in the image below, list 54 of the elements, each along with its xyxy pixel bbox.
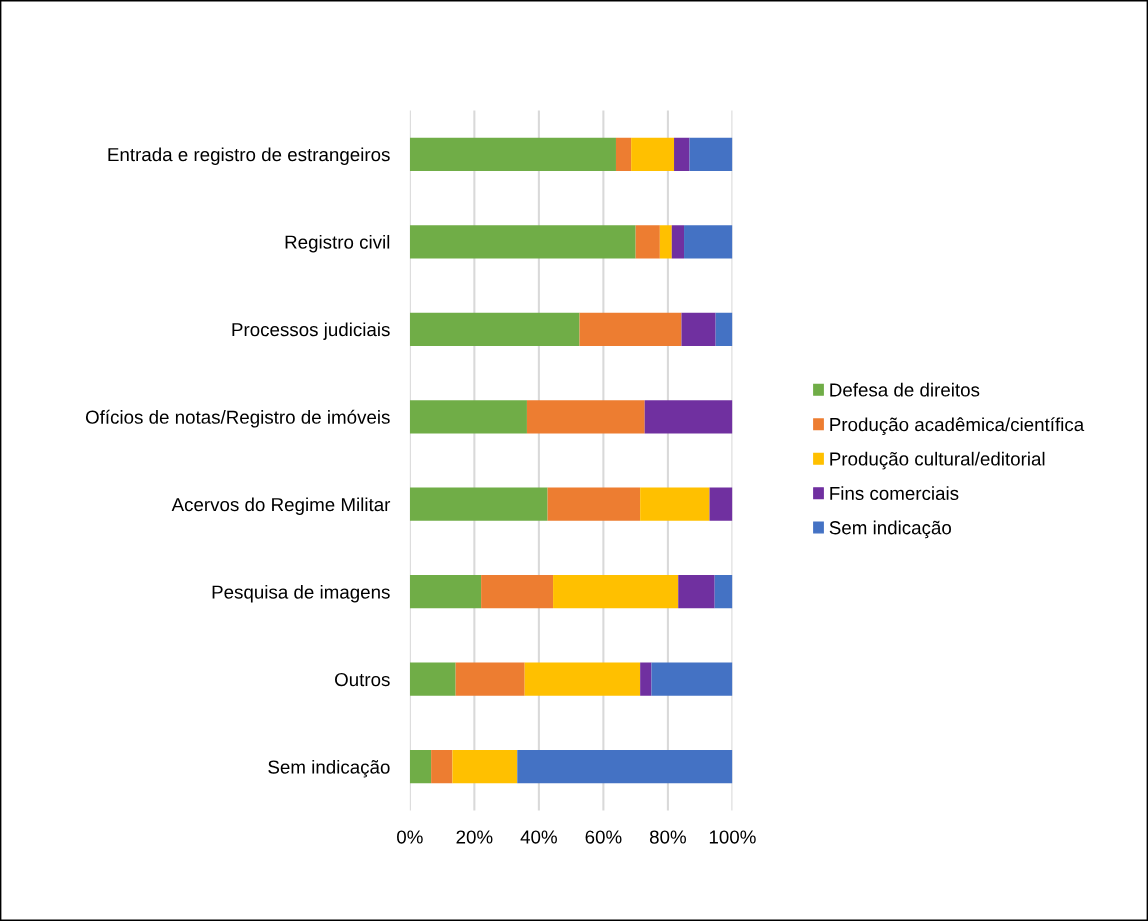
legend-label: Defesa de direitos <box>830 382 980 397</box>
bar <box>524 662 641 696</box>
bar <box>644 400 733 434</box>
bar <box>547 487 641 521</box>
bar <box>526 400 645 434</box>
bar <box>579 312 682 346</box>
bar <box>409 137 616 171</box>
bar <box>409 400 527 434</box>
bar <box>689 137 733 171</box>
bar <box>455 662 525 696</box>
bar <box>481 575 554 609</box>
bar <box>635 225 660 259</box>
x-tick-label: 40% <box>520 830 557 844</box>
x-tick-label: 0% <box>397 830 423 844</box>
bar <box>452 750 518 784</box>
bar <box>651 662 733 696</box>
bar <box>409 750 432 784</box>
bar <box>659 225 672 259</box>
x-tick-label: 80% <box>649 830 686 844</box>
x-tick-label: 20% <box>456 830 493 844</box>
legend-label: Sem indicação <box>829 520 952 539</box>
bar <box>517 750 733 784</box>
y-tick-label: Pesquisa de imagens <box>212 584 390 603</box>
y-tick-label: Sem indicação <box>268 759 390 778</box>
y-tick-label: Acervos do Regime Militar <box>171 497 391 515</box>
x-tick-label: 60% <box>585 830 622 844</box>
bar <box>640 662 652 696</box>
bar <box>409 575 482 609</box>
bar <box>715 312 733 346</box>
y-tick-label: Processos judiciais <box>232 322 390 340</box>
bar <box>678 575 715 609</box>
bar <box>714 575 733 609</box>
y-tick-label: Ofícios de notas/Registro de imóveis <box>85 409 390 428</box>
bar <box>674 137 690 171</box>
legend-label: Produção cultural/editorial <box>830 451 1045 470</box>
bar <box>409 487 548 521</box>
bar <box>640 487 710 521</box>
bar <box>671 225 685 259</box>
legend-label: Fins comerciais <box>830 486 959 501</box>
bar <box>409 312 580 346</box>
bar <box>409 225 636 259</box>
bar <box>631 137 675 171</box>
bar <box>681 312 716 346</box>
y-tick-label: Registro civil <box>285 234 390 253</box>
y-tick-label: Outros <box>335 672 390 687</box>
y-tick-label: Entrada e registro de estrangeiros <box>108 147 390 165</box>
bar <box>709 487 733 521</box>
bar <box>431 750 453 784</box>
bar <box>615 137 632 171</box>
legend-label: Produção acadêmica/científica <box>830 417 1085 435</box>
bar <box>684 225 733 259</box>
bar <box>553 575 679 609</box>
bar <box>409 662 456 696</box>
x-tick-label: 100% <box>709 830 756 844</box>
